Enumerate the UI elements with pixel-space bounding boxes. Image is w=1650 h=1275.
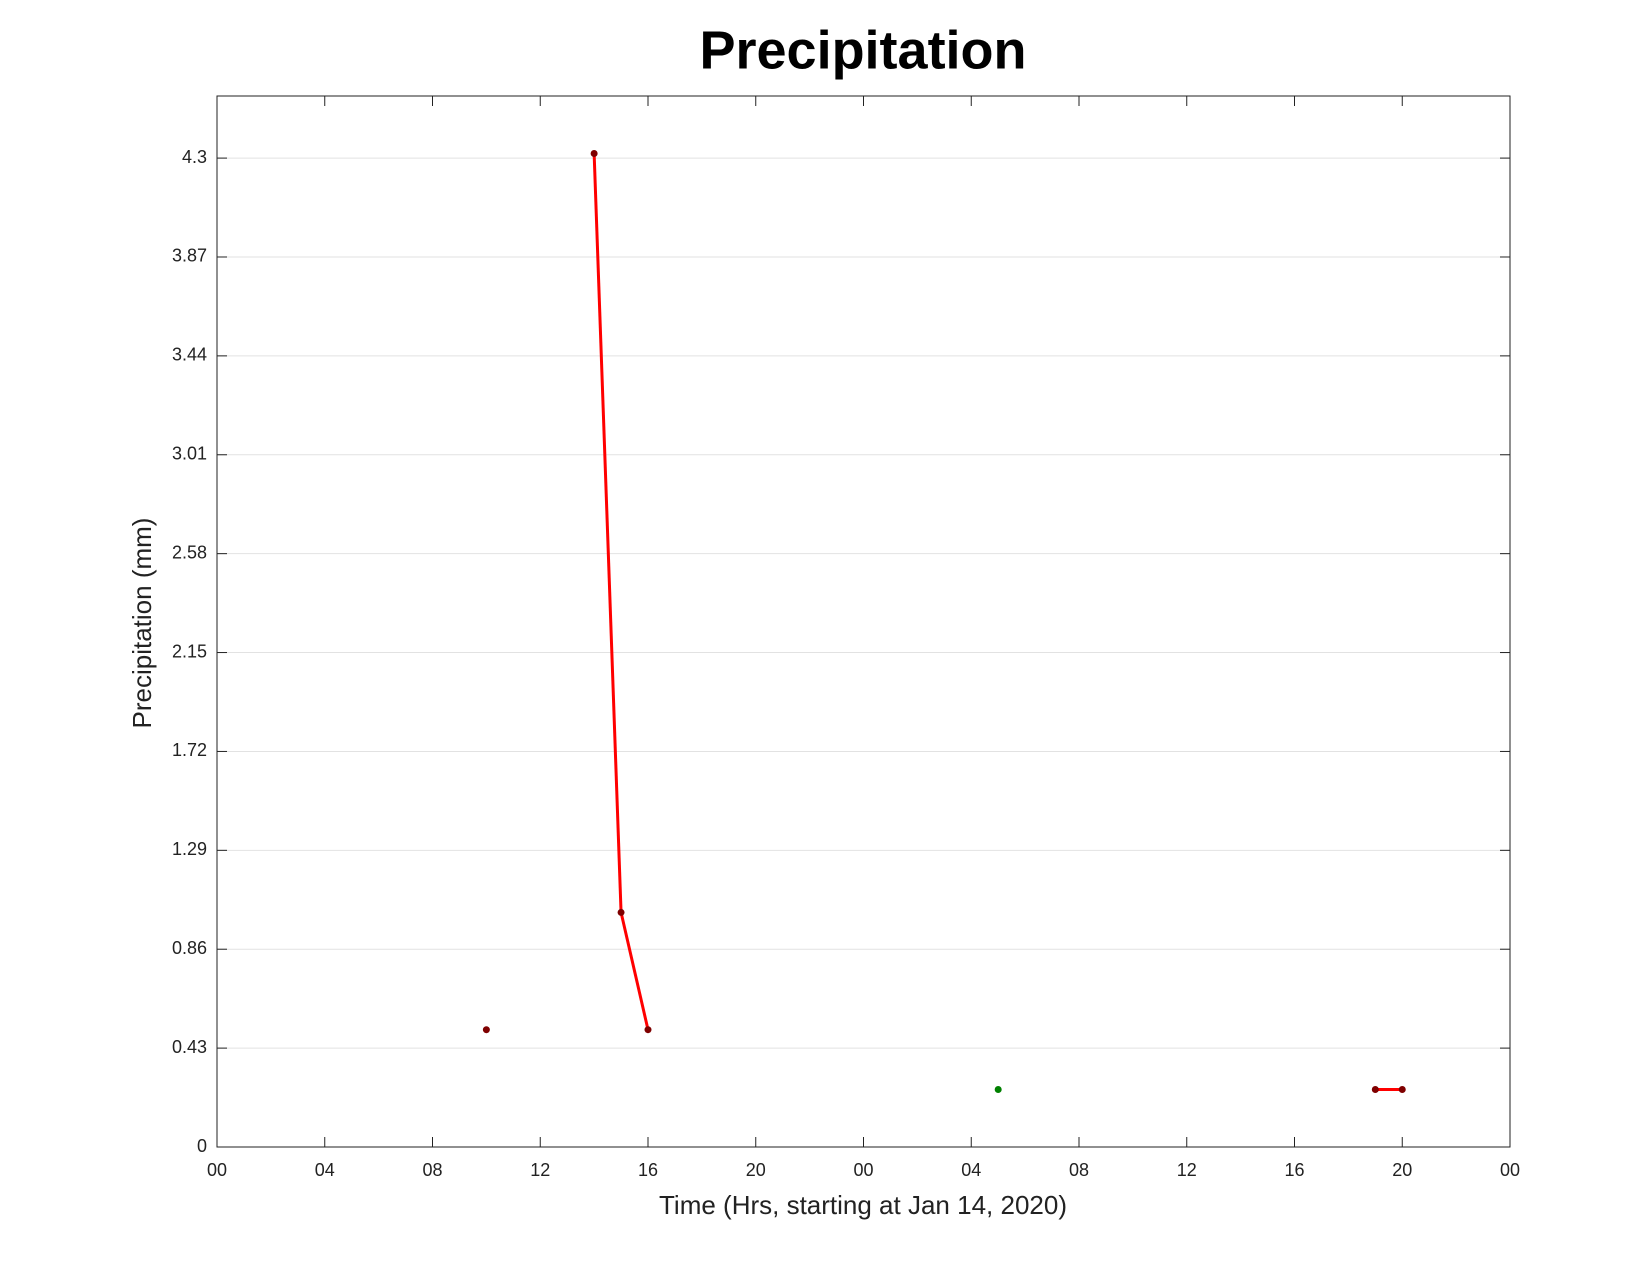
y-tick-label: 1.29 (172, 839, 207, 859)
y-tick-label: 1.72 (172, 740, 207, 760)
x-tick-label: 04 (315, 1160, 335, 1180)
y-tick-label: 3.01 (172, 444, 207, 464)
y-tick-label: 0.43 (172, 1037, 207, 1057)
x-tick-label: 00 (853, 1160, 873, 1180)
y-tick-label: 4.3 (182, 147, 207, 167)
chart-title: Precipitation (699, 20, 1026, 80)
data-point (1398, 1086, 1406, 1094)
x-tick-label: 12 (1177, 1160, 1197, 1180)
y-tick-label: 0.86 (172, 938, 207, 958)
x-tick-label: 00 (207, 1160, 227, 1180)
line-segment (592, 153, 623, 913)
y-tick-label: 3.44 (172, 345, 207, 365)
line-segment (619, 912, 650, 1031)
x-tick-label: 08 (1069, 1160, 1089, 1180)
data-point (644, 1026, 652, 1034)
data-point (994, 1086, 1002, 1094)
data-point (482, 1026, 490, 1034)
x-tick-label: 16 (1284, 1160, 1304, 1180)
x-tick-label: 04 (961, 1160, 981, 1180)
data-point (617, 908, 625, 916)
data-point (590, 149, 598, 157)
plot-frame (216, 95, 1511, 1148)
y-tick-label: 0 (197, 1136, 207, 1156)
y-tick-label: 3.87 (172, 246, 207, 266)
y-axis-label: Precipitation (mm) (127, 518, 157, 729)
x-tick-label: 08 (422, 1160, 442, 1180)
y-tick-label: 2.15 (172, 641, 207, 661)
y-tick-label: 2.58 (172, 542, 207, 562)
data-point (1371, 1086, 1379, 1094)
x-tick-label: 20 (746, 1160, 766, 1180)
x-tick-label: 00 (1500, 1160, 1520, 1180)
x-tick-label: 20 (1392, 1160, 1412, 1180)
x-tick-label: 16 (638, 1160, 658, 1180)
x-axis-label: Time (Hrs, starting at Jan 14, 2020) (659, 1190, 1067, 1220)
x-tick-label: 12 (530, 1160, 550, 1180)
